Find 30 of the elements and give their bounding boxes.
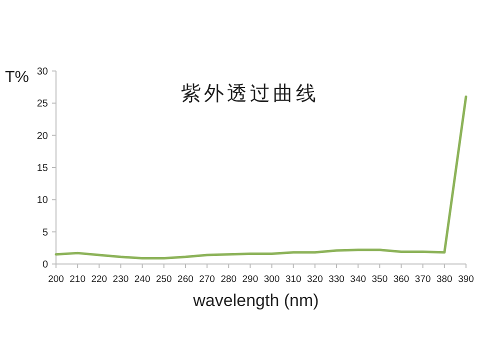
y-tick-label: 10 bbox=[36, 195, 48, 206]
x-tick-label: 370 bbox=[414, 274, 431, 285]
x-tick-label: 380 bbox=[436, 274, 452, 285]
y-tick-label: 25 bbox=[36, 98, 48, 110]
x-axis-title: wavelength (nm) bbox=[192, 291, 319, 310]
y-tick-label: 30 bbox=[36, 66, 48, 78]
x-tick-label: 200 bbox=[48, 274, 64, 285]
x-tick-label: 300 bbox=[264, 274, 280, 285]
x-tick-label: 330 bbox=[328, 274, 344, 285]
y-tick-label: 0 bbox=[42, 260, 48, 270]
text: 紫外透过曲线 bbox=[181, 83, 319, 105]
x-tick-label: 250 bbox=[156, 274, 172, 285]
x-tick-label: 230 bbox=[112, 274, 129, 285]
x-tick-label: 270 bbox=[199, 274, 215, 285]
y-tick-label: 20 bbox=[36, 130, 48, 142]
x-tick-label: 280 bbox=[220, 274, 237, 285]
x-tick-label: 350 bbox=[372, 274, 388, 285]
x-tick-label: 290 bbox=[242, 274, 258, 285]
x-tick-label: 320 bbox=[307, 274, 323, 285]
x-tick-label: 310 bbox=[285, 274, 302, 285]
y-tick-label: 15 bbox=[36, 163, 48, 174]
x-tick-label: 240 bbox=[134, 274, 150, 285]
x-tick-label: 210 bbox=[70, 274, 86, 285]
y-axis-title: T% bbox=[5, 69, 29, 86]
x-tick-label: 220 bbox=[91, 274, 108, 285]
x-tick-label: 260 bbox=[178, 274, 194, 285]
x-tick-label: 390 bbox=[458, 274, 474, 285]
x-tick-label: 340 bbox=[350, 274, 366, 285]
y-tick-label: 5 bbox=[42, 227, 48, 238]
x-tick-label: 360 bbox=[393, 274, 410, 285]
